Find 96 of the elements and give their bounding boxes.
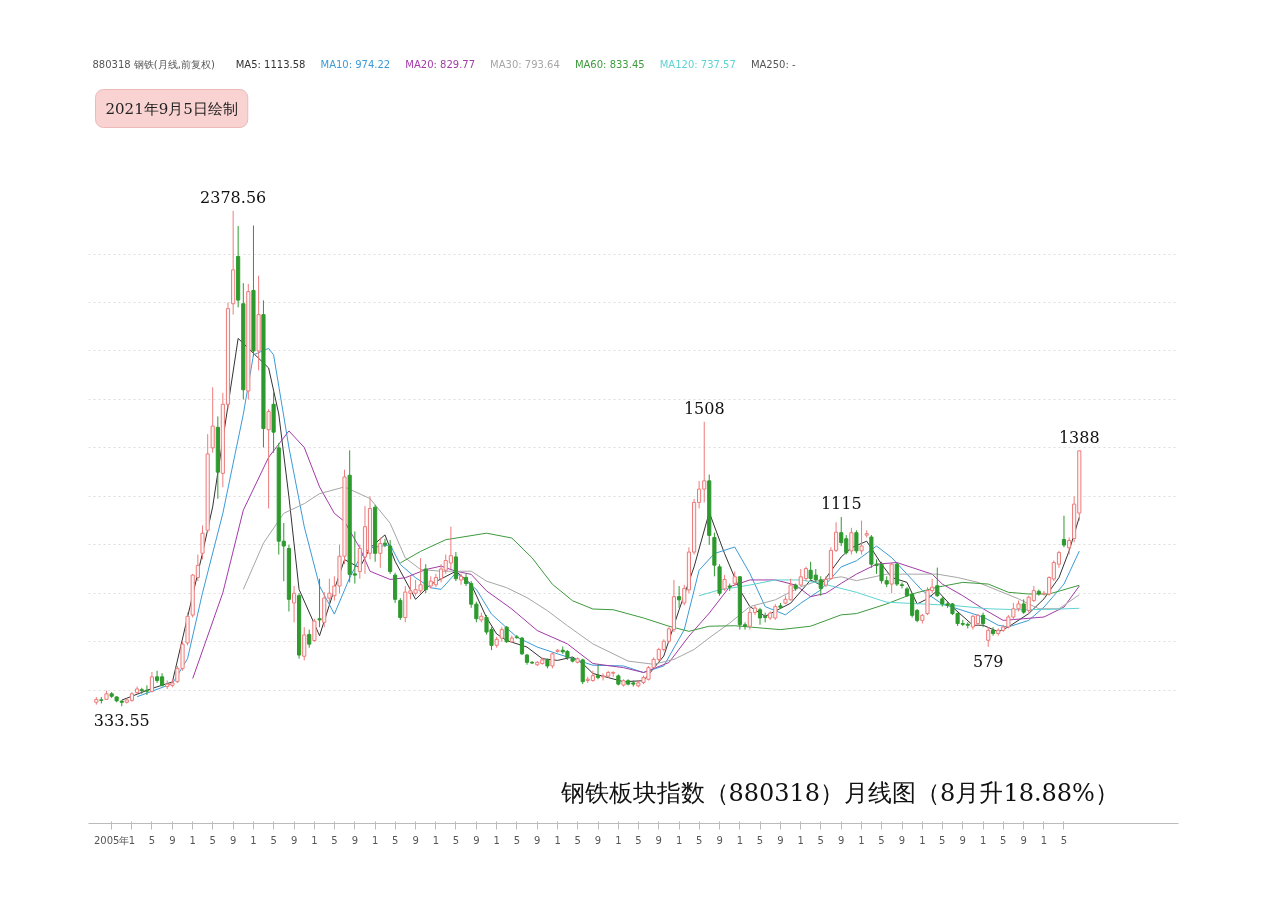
x-tick-label: 1: [554, 834, 561, 846]
candlestick: [990, 626, 996, 637]
x-tick-label: 9: [534, 834, 541, 846]
candlestick: [458, 573, 464, 586]
annotation: 1388: [1058, 427, 1100, 447]
x-tick-label: 5: [452, 834, 460, 846]
x-tick-label: 2005年: [93, 834, 130, 846]
chart-subtitle: 880318 钢铁(月线,前复权): [92, 59, 215, 70]
candlestick: [378, 537, 383, 569]
candlestick: [317, 578, 322, 628]
x-tick-label: 1: [250, 834, 257, 846]
x-tick-label: 1: [736, 834, 744, 846]
candlestick: [210, 386, 215, 454]
candlestick: [600, 672, 606, 681]
x-tick-label: 9: [351, 834, 359, 846]
text: MA20: 829.77: [405, 59, 476, 70]
x-tick-label: 9: [655, 834, 662, 846]
text: MA30: 793.64: [490, 59, 560, 70]
candlestick: [398, 597, 403, 621]
candlestick: [859, 520, 864, 556]
x-tick-label: 1: [371, 834, 379, 846]
x-tick-label: 1: [311, 834, 318, 846]
x-tick-label: 9: [959, 834, 966, 846]
x-tick-label: 1: [979, 834, 987, 846]
candlestick: [854, 529, 859, 554]
text: MA10: 974.22: [320, 59, 391, 70]
x-tick-label: 9: [169, 834, 176, 846]
candlestick: [595, 663, 601, 680]
text: 钢铁板块指数（880318）月线图（8月升18.88%）: [559, 778, 1119, 807]
x-tick-label: 1: [919, 834, 926, 846]
x-tick-label: 5: [878, 834, 885, 846]
candlestick: [438, 563, 444, 583]
x-tick-label: 1: [1040, 834, 1048, 846]
candlestick: [155, 670, 160, 684]
x-tick-label: 5: [1060, 834, 1068, 846]
candlestick: [149, 671, 154, 694]
x-tick-label: 5: [939, 834, 946, 846]
x-tick-label: 9: [290, 834, 298, 846]
candlestick: [935, 567, 940, 598]
x-tick-label: 5: [148, 834, 156, 846]
candlestick: [849, 527, 854, 556]
x-tick-label: 9: [777, 834, 784, 846]
x-tick-label: 5: [270, 834, 277, 846]
x-tick-label: 5: [574, 834, 581, 846]
annotation: 1115: [820, 493, 862, 513]
annotation: 333.55: [93, 711, 150, 731]
x-tick-label: 1: [858, 834, 865, 846]
x-tick-label: 9: [716, 834, 723, 846]
x-tick-label: 1: [797, 834, 804, 846]
candlestick: [266, 408, 271, 509]
candlestick: [312, 618, 317, 643]
annotation: 579: [972, 651, 1004, 671]
annotation: 1508: [683, 398, 725, 418]
text: MA120: 737.57: [659, 59, 736, 70]
x-tick-label: 5: [513, 834, 520, 846]
x-tick-label: 9: [1020, 834, 1027, 846]
x-tick-label: 9: [473, 834, 480, 846]
candlestick: [580, 658, 585, 685]
candlestick: [889, 562, 894, 594]
candlestick: [292, 585, 297, 623]
x-tick-label: 5: [209, 834, 216, 846]
candlestick: [423, 563, 428, 594]
x-tick-label: 1: [675, 834, 683, 846]
x-tick-label: 9: [412, 834, 419, 846]
x-tick-label: 5: [817, 834, 824, 846]
candlestick: [307, 629, 312, 649]
x-tick-label: 9: [594, 834, 602, 846]
text: MA250: -: [750, 59, 796, 70]
candlestick: [818, 575, 823, 597]
text: MA5: 1113.58: [235, 59, 306, 70]
x-tick-label: 1: [615, 834, 622, 846]
x-tick-label: 5: [1000, 834, 1007, 846]
x-tick-label: 5: [331, 834, 338, 846]
x-tick-label: 5: [756, 834, 764, 846]
x-tick-label: 1: [432, 834, 440, 846]
candlestick: [382, 538, 388, 548]
x-tick-label: 5: [391, 834, 399, 846]
candlestick: [1061, 515, 1067, 548]
text: MA60: 833.45: [574, 59, 645, 70]
x-tick-label: 1: [128, 834, 136, 846]
candlestick: [1067, 537, 1072, 556]
x-tick-label: 9: [229, 834, 237, 846]
candlestick: [144, 684, 150, 696]
candlestick: [453, 551, 458, 582]
x-tick-label: 9: [838, 834, 845, 846]
text: 2021年9月5日绘制: [105, 99, 238, 118]
x-tick-label: 9: [898, 834, 906, 846]
x-tick-label: 1: [189, 834, 196, 846]
x-tick-label: 5: [695, 834, 703, 846]
candlestick: [986, 626, 991, 648]
x-tick-label: 5: [635, 834, 642, 846]
x-tick-label: 1: [493, 834, 500, 846]
candlestick: [677, 585, 682, 609]
candlestick: [302, 626, 307, 661]
annotation: 2378.56: [200, 187, 267, 207]
candlestick: [200, 524, 205, 560]
